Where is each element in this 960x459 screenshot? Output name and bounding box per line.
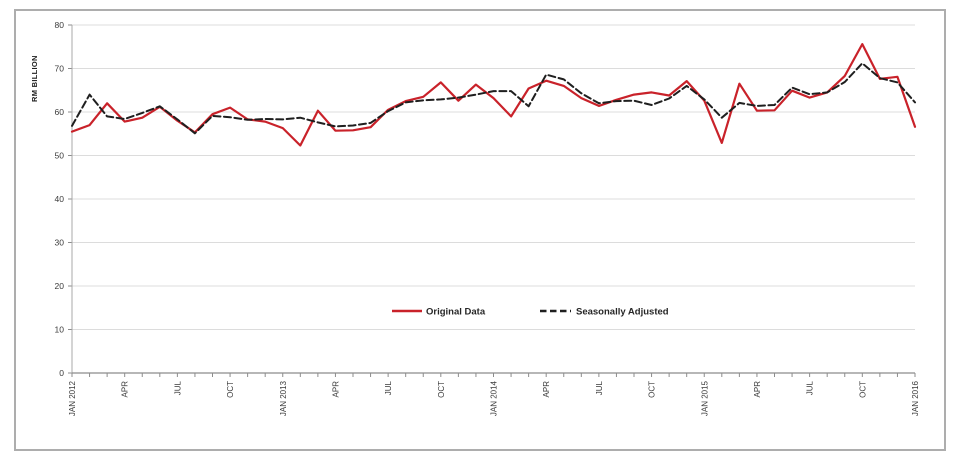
legend-seasonal-label: Seasonally Adjusted [576,307,669,318]
legend: Original Data Seasonally Adjusted [392,307,669,318]
x-tick-label: JAN 2016 [911,380,920,416]
x-tick-label: JAN 2014 [490,380,499,416]
gridlines [72,24,915,330]
x-tick-label: OCT [437,381,446,398]
y-tick-label: 80 [55,20,65,30]
y-tick-label: 70 [55,64,65,74]
x-tick-label: OCT [858,381,867,398]
series-line-seasonally-adjusted [71,62,916,135]
y-tick-label: 0 [59,368,64,378]
y-tick-label: 10 [55,325,65,335]
y-tick-label: 40 [55,194,65,204]
y-tick-label: 60 [55,107,65,117]
x-tick-label: JUL [595,380,604,395]
series-lines [70,42,917,147]
x-tick-label: APR [542,381,551,398]
x-tick-label: APR [121,381,130,398]
x-tick-label: JUL [806,380,815,395]
y-axis-title: RM BILLION [30,55,39,102]
x-tick-label: JAN 2012 [68,380,77,416]
y-tick-label: 20 [55,281,65,291]
x-tick-label: JUL [384,380,393,395]
picture-frame [14,9,946,451]
x-tick-label: JUL [173,380,182,395]
x-tick-label: JAN 2013 [279,380,288,416]
y-tick-label: 30 [55,238,65,248]
x-tick-label: OCT [226,381,235,398]
y-tick-label: 50 [55,151,65,161]
x-tick-label: APR [753,381,762,398]
legend-original-label: Original Data [426,307,486,318]
x-tick-label: OCT [648,381,657,398]
x-tick-label: APR [331,381,340,398]
x-tick-label: JAN 2015 [700,380,709,416]
axes: 0 10 20 30 40 50 60 70 80 JAN 2012 APR JUL OCT JAN 20… [55,20,920,416]
series-line-original-data [70,42,917,147]
